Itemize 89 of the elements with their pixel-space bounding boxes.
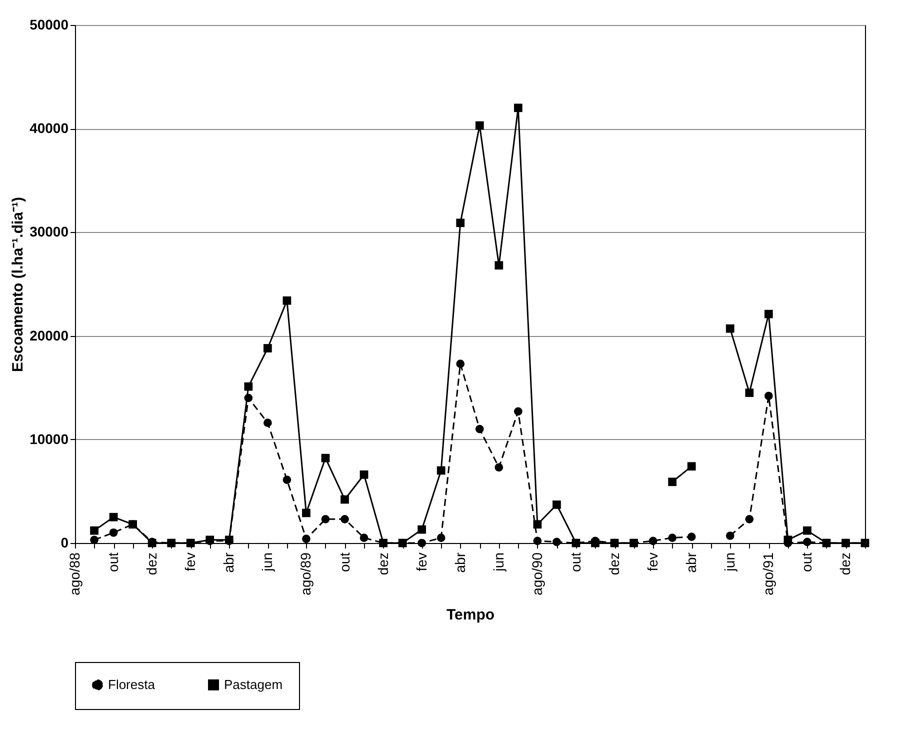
point	[552, 500, 561, 509]
point	[764, 310, 773, 318]
point	[822, 538, 831, 548]
x-tick-label: dez	[374, 552, 391, 576]
point	[475, 424, 484, 434]
x-tick-label: ago/90	[528, 552, 545, 596]
point	[687, 532, 696, 541]
x-tick-label: dez	[837, 552, 854, 576]
point	[264, 418, 272, 427]
point	[514, 407, 522, 416]
point	[302, 508, 310, 518]
point	[842, 538, 850, 548]
point	[90, 526, 98, 535]
point	[533, 536, 542, 546]
point	[360, 470, 368, 479]
point	[90, 536, 98, 544]
point	[264, 344, 272, 352]
point	[726, 532, 734, 540]
x-tick-label: fev	[182, 552, 198, 572]
point	[610, 538, 619, 548]
y-tick-label: 0	[60, 534, 69, 550]
point	[803, 526, 812, 535]
point	[514, 104, 522, 112]
y-axis-title: Escoamento (l.ha⁻¹.dia⁻¹)	[10, 196, 27, 372]
point	[456, 360, 465, 368]
x-tick-label: jun	[259, 552, 276, 572]
point	[282, 476, 292, 484]
point	[321, 454, 330, 462]
point	[128, 520, 137, 529]
x-tick-label: out	[567, 552, 584, 572]
y-tick-label: 20000	[30, 327, 69, 344]
point	[398, 538, 407, 548]
x-tick-label: out	[105, 552, 122, 572]
x-tick-label: fev	[644, 552, 661, 572]
point	[282, 296, 292, 305]
point	[494, 463, 504, 472]
y-tick-label: 10000	[30, 430, 69, 447]
point	[109, 512, 118, 522]
point	[418, 538, 426, 548]
point	[572, 538, 580, 548]
point	[186, 538, 195, 548]
point	[340, 495, 349, 504]
point	[475, 121, 484, 130]
point	[379, 538, 388, 548]
point	[552, 538, 561, 546]
point	[668, 478, 676, 486]
y-tick-label: 40000	[30, 120, 69, 136]
point	[418, 525, 426, 534]
x-tick-label: ago/91	[760, 552, 776, 596]
x-tick-label: dez	[606, 552, 622, 576]
x-tick-label: abr	[683, 552, 700, 573]
point	[167, 538, 176, 548]
x-tick-label: abr	[452, 552, 468, 573]
point	[668, 534, 676, 542]
point	[764, 392, 773, 400]
legend-label: Pastagem	[224, 676, 283, 692]
point	[244, 382, 253, 391]
point	[244, 394, 253, 402]
point	[745, 514, 754, 524]
point	[340, 514, 349, 524]
point	[533, 520, 542, 529]
point	[109, 528, 118, 537]
y-tick-label: 50000	[30, 16, 69, 32]
point	[648, 536, 658, 546]
point	[630, 538, 638, 548]
point	[360, 534, 368, 542]
point	[302, 534, 310, 544]
point	[687, 462, 696, 471]
legend-label: Floresta	[108, 676, 156, 692]
point	[784, 536, 792, 544]
x-tick-label: ago/89	[298, 552, 314, 596]
point	[456, 218, 465, 228]
y-tick-label: 30000	[30, 224, 69, 240]
x-tick-label: out	[798, 552, 815, 572]
x-axis-title: Tempo	[446, 606, 495, 624]
point	[494, 261, 504, 270]
x-tick-label: out	[336, 552, 352, 572]
x-tick-label: fev	[413, 552, 430, 572]
point	[803, 538, 812, 546]
x-tick-label: abr	[220, 552, 237, 573]
x-tick-label: jun	[722, 552, 738, 572]
point	[436, 534, 446, 542]
x-tick-label: dez	[144, 552, 160, 576]
x-tick-label: ago/88	[66, 552, 82, 596]
point	[726, 324, 734, 333]
point	[321, 514, 330, 524]
point	[436, 466, 446, 475]
point	[745, 388, 754, 397]
x-tick-label: jun	[490, 552, 506, 572]
